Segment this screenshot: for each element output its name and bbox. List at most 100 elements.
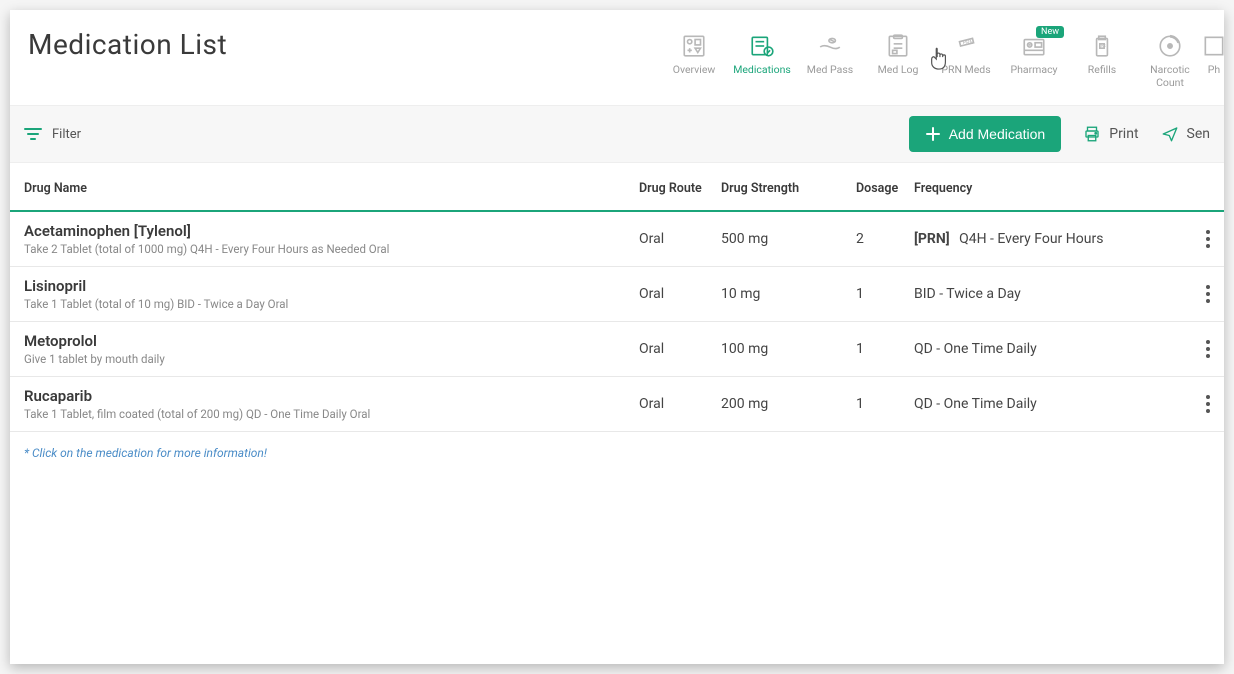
- frequency-text: BID - Twice a Day: [914, 286, 1021, 302]
- route-cell: Oral: [639, 231, 721, 247]
- strength-cell: 200 mg: [721, 396, 856, 412]
- table-row[interactable]: Metoprolol Give 1 tablet by mouth dailyOr…: [10, 322, 1224, 377]
- strength-cell: 10 mg: [721, 286, 856, 302]
- header: Medication List Overview Medications Med…: [10, 10, 1224, 97]
- tab-prn-meds[interactable]: PRN PRN Meds: [932, 28, 1000, 97]
- partial-icon: [1204, 32, 1224, 60]
- narcotic-count-icon: [1157, 32, 1183, 60]
- frequency-cell: QD - One Time Daily: [914, 396, 1180, 412]
- actions-cell: [1180, 226, 1210, 252]
- drug-name: Rucaparib: [24, 387, 639, 405]
- drug-instructions: Give 1 tablet by mouth daily: [24, 352, 639, 366]
- table-row[interactable]: Acetaminophen [Tylenol] Take 2 Tablet (to…: [10, 212, 1224, 267]
- route-cell: Oral: [639, 341, 721, 357]
- frequency-cell: BID - Twice a Day: [914, 286, 1180, 302]
- route-cell: Oral: [639, 286, 721, 302]
- kebab-menu-icon[interactable]: [1202, 281, 1210, 307]
- app-window: Medication List Overview Medications Med…: [10, 10, 1224, 664]
- svg-text:Rx: Rx: [1101, 44, 1107, 49]
- actions-cell: [1180, 391, 1210, 417]
- page-title: Medication List: [28, 28, 227, 61]
- kebab-menu-icon[interactable]: [1202, 226, 1210, 252]
- col-header-strength[interactable]: Drug Strength: [721, 181, 856, 196]
- tab-label: Narcotic Count: [1136, 64, 1204, 89]
- svg-text:PRN: PRN: [963, 40, 974, 46]
- med-pass-icon: [817, 32, 843, 60]
- drug-cell: Rucaparib Take 1 Tablet, film coated (tot…: [24, 387, 639, 421]
- frequency-text: Q4H - Every Four Hours: [956, 231, 1104, 247]
- prn-meds-icon: PRN: [953, 32, 979, 60]
- tab-label: Pharmacy: [1010, 64, 1057, 77]
- tab-label: Med Pass: [807, 64, 853, 77]
- tab-label: Medications: [733, 64, 791, 77]
- frequency-cell: QD - One Time Daily: [914, 341, 1180, 357]
- strength-cell: 100 mg: [721, 341, 856, 357]
- overview-icon: [681, 32, 707, 60]
- drug-name: Acetaminophen [Tylenol]: [24, 222, 639, 240]
- print-label: Print: [1109, 126, 1138, 142]
- filter-label: Filter: [52, 127, 81, 142]
- dosage-cell: 1: [856, 341, 914, 357]
- print-icon: [1083, 125, 1101, 143]
- med-log-icon: [885, 32, 911, 60]
- prn-badge: [PRN]: [914, 231, 950, 247]
- table-header: Drug Name Drug Route Drug Strength Dosag…: [10, 163, 1224, 212]
- strength-cell: 500 mg: [721, 231, 856, 247]
- dosage-cell: 2: [856, 231, 914, 247]
- tab-label: Ph: [1208, 64, 1220, 77]
- table-row[interactable]: Lisinopril Take 1 Tablet (total of 10 mg)…: [10, 267, 1224, 322]
- medication-table: Drug Name Drug Route Drug Strength Dosag…: [10, 163, 1224, 432]
- table-body: Acetaminophen [Tylenol] Take 2 Tablet (to…: [10, 212, 1224, 432]
- medications-icon: [749, 32, 775, 60]
- drug-name: Metoprolol: [24, 332, 639, 350]
- add-medication-label: Add Medication: [949, 126, 1046, 142]
- send-button[interactable]: Sen: [1161, 125, 1210, 143]
- send-label: Sen: [1187, 126, 1210, 142]
- tab-med-log[interactable]: Med Log: [864, 28, 932, 97]
- kebab-menu-icon[interactable]: [1202, 391, 1210, 417]
- col-header-dosage[interactable]: Dosage: [856, 181, 914, 196]
- send-icon: [1161, 125, 1179, 143]
- new-badge: New: [1036, 26, 1064, 38]
- actions-cell: [1180, 281, 1210, 307]
- tab-label: Refills: [1088, 64, 1116, 77]
- tab-label: Med Log: [878, 64, 919, 77]
- dosage-cell: 1: [856, 396, 914, 412]
- tab-overview[interactable]: Overview: [660, 28, 728, 97]
- drug-instructions: Take 1 Tablet (total of 10 mg) BID - Twi…: [24, 297, 639, 311]
- tab-med-pass[interactable]: Med Pass: [796, 28, 864, 97]
- tab-medications[interactable]: Medications: [728, 28, 796, 97]
- drug-name: Lisinopril: [24, 277, 639, 295]
- col-header-route[interactable]: Drug Route: [639, 181, 721, 196]
- kebab-menu-icon[interactable]: [1202, 336, 1210, 362]
- footnote: * Click on the medication for more infor…: [10, 432, 1224, 474]
- col-header-frequency[interactable]: Frequency: [914, 181, 1180, 196]
- print-button[interactable]: Print: [1083, 125, 1138, 143]
- tab-refills[interactable]: Rx Refills: [1068, 28, 1136, 97]
- drug-cell: Lisinopril Take 1 Tablet (total of 10 mg)…: [24, 277, 639, 311]
- tab-partial[interactable]: Ph: [1204, 28, 1224, 97]
- dosage-cell: 1: [856, 286, 914, 302]
- nav-tabs: Overview Medications Med Pass Med Log: [660, 28, 1224, 97]
- route-cell: Oral: [639, 396, 721, 412]
- frequency-text: QD - One Time Daily: [914, 396, 1037, 412]
- drug-cell: Metoprolol Give 1 tablet by mouth daily: [24, 332, 639, 366]
- plus-icon: [925, 126, 941, 142]
- table-row[interactable]: Rucaparib Take 1 Tablet, film coated (tot…: [10, 377, 1224, 432]
- tab-narcotic-count[interactable]: Narcotic Count: [1136, 28, 1204, 97]
- filter-button[interactable]: Filter: [24, 127, 81, 142]
- drug-instructions: Take 1 Tablet, film coated (total of 200…: [24, 407, 639, 421]
- toolbar: Filter Add Medication Print Sen: [10, 105, 1224, 163]
- frequency-text: QD - One Time Daily: [914, 341, 1037, 357]
- tab-pharmacy[interactable]: New Pharmacy: [1000, 28, 1068, 97]
- refills-icon: Rx: [1089, 32, 1115, 60]
- col-header-name[interactable]: Drug Name: [24, 181, 639, 196]
- drug-cell: Acetaminophen [Tylenol] Take 2 Tablet (to…: [24, 222, 639, 256]
- actions-cell: [1180, 336, 1210, 362]
- tab-label: PRN Meds: [941, 64, 990, 77]
- drug-instructions: Take 2 Tablet (total of 1000 mg) Q4H - E…: [24, 242, 639, 256]
- add-medication-button[interactable]: Add Medication: [909, 116, 1062, 152]
- tab-label: Overview: [673, 64, 716, 77]
- filter-icon: [24, 127, 42, 141]
- frequency-cell: [PRN] Q4H - Every Four Hours: [914, 231, 1180, 247]
